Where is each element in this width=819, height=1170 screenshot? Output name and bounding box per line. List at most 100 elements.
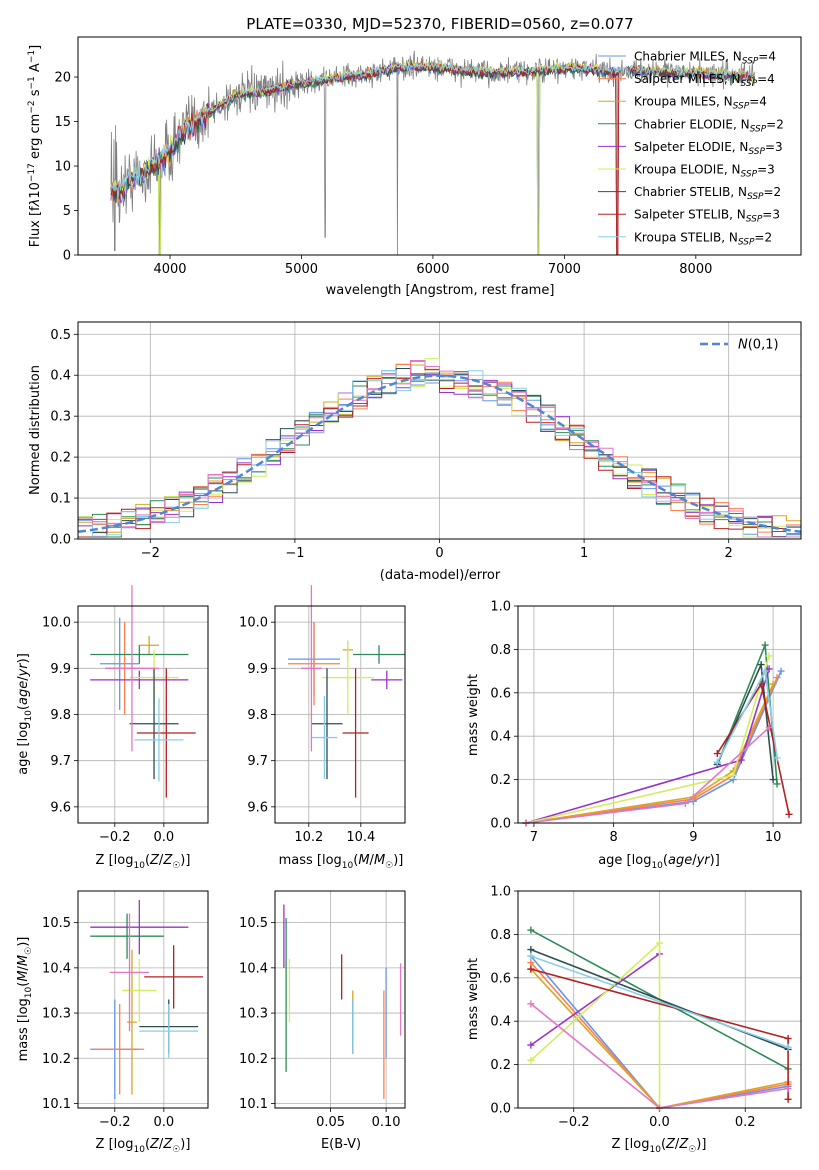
weightZ-point-marker (656, 939, 663, 947)
ageZ-axes: −0.2 0.0 9.6 9.7 9.8 9.9 10.0 (42, 606, 208, 845)
spectrum-ytick-label: 15 (54, 115, 71, 130)
weightZ-frame (517, 890, 802, 1109)
spectrum-xtick-label: 4000 (153, 262, 186, 277)
ageZ-ytick-label: 9.8 (50, 708, 71, 723)
weightAge-series-line (716, 682, 790, 815)
spectrum-axes: 4000 5000 6000 7000 8000 0 5 10 15 20 (54, 71, 712, 277)
weightAge-point-marker (713, 750, 721, 758)
residuals-ylabel: Normed distribution (28, 365, 43, 495)
weightZ-point-marker (784, 1084, 792, 1092)
weightZ-ytick-label: 0.8 (490, 928, 511, 943)
massZ-xlabel: Z [log10(Z/Z☉)] (96, 1137, 191, 1155)
massZ-axes: −0.2 0.0 10.1 10.2 10.3 10.4 10.5 (42, 891, 208, 1130)
weightAge-xtick-label: 7 (530, 830, 538, 845)
weightAge-point-marker (769, 680, 777, 688)
residuals-xtick-label: −2 (141, 546, 160, 561)
weightZ-series-line (530, 955, 789, 1048)
ageMass-ytick-label: 9.6 (247, 800, 268, 815)
weightZ-xtick-label: 0.0 (649, 1115, 670, 1130)
spectrum-legend: Chabrier MILES, NSSP=4 Salpeter MILES, NS… (598, 50, 784, 247)
weightAge-xtick-label: 9 (689, 830, 697, 845)
spectrum-ytick-label: 5 (63, 204, 71, 219)
legend-label: Salpeter ELODIE, NSSP=3 (634, 140, 783, 157)
weightZ-point-marker (784, 1043, 792, 1051)
residuals-ytick-label: 0.0 (50, 533, 71, 548)
spectrum-ytick-label: 10 (54, 160, 71, 175)
ageZ-xtick-label: −0.2 (99, 830, 131, 845)
ageMass-axes: 10.2 10.4 9.6 9.7 9.8 9.9 10.0 (239, 606, 405, 845)
weightAge-series-line (525, 655, 770, 824)
weightZ-xlabel: Z [log10(Z/Z☉)] (612, 1137, 707, 1155)
weightZ-point-marker (527, 1000, 535, 1008)
massEbv-xlabel: E(B-V) (321, 1137, 361, 1152)
massZ-ylabel: mass [log10(M/M☉)] (16, 937, 34, 1062)
spectrum-frame (77, 36, 802, 256)
ageZ-xtick-label: 0.0 (154, 830, 175, 845)
weightAge-point-marker (757, 661, 765, 669)
weightAge-point-marker (773, 754, 781, 762)
weightZ-point-marker (527, 1056, 535, 1064)
ageMass-xtick-label: 10.4 (346, 830, 375, 845)
weightAge-ytick-label: 1.0 (490, 600, 511, 615)
weightZ-ytick-label: 0.2 (490, 1058, 511, 1073)
weightZ-point-marker (784, 1095, 792, 1103)
legend-label: Chabrier STELIB, NSSP=2 (634, 185, 781, 202)
residuals-frame (77, 321, 802, 540)
weightAge-ytick-label: 0.8 (490, 643, 511, 658)
ageZ-frame (77, 605, 209, 824)
massEbv-ytick-label: 10.1 (239, 1097, 268, 1112)
spectrum-title: PLATE=0330, MJD=52370, FIBERID=0560, z=0… (246, 15, 633, 33)
spectrum-ylabel: Flux [fλ10−17 erg cm−2 s−1 A−1] (27, 45, 43, 247)
weightZ-point-marker (784, 1035, 792, 1043)
ageMass-ytick-label: 9.9 (247, 662, 268, 677)
weightZ-series-line (530, 953, 660, 1046)
legend-label: Chabrier MILES, NSSP=4 (634, 50, 776, 67)
weightAge-point-marker (769, 776, 777, 784)
weightAge-ytick-label: 0.6 (490, 686, 511, 701)
massZ-ytick-label: 10.1 (42, 1097, 71, 1112)
residuals-xtick-label: 0 (435, 546, 443, 561)
massZ-ytick-label: 10.2 (42, 1052, 71, 1067)
legend-label: Kroupa STELIB, NSSP=2 (634, 230, 772, 247)
legend-label: Chabrier ELODIE, NSSP=2 (634, 117, 784, 134)
weightAge-series-line (525, 683, 774, 824)
weightAge-ytick-label: 0.2 (490, 773, 511, 788)
weightZ-point-marker (527, 926, 535, 934)
residuals-ytick-label: 0.4 (50, 369, 71, 384)
massZ-ytick-label: 10.3 (42, 1007, 71, 1022)
massZ-xtick-label: −0.2 (99, 1115, 131, 1130)
massEbv-ytick-label: 10.3 (239, 1007, 268, 1022)
weightAge-point-marker (737, 756, 745, 764)
massZ-xtick-label: 0.0 (154, 1115, 175, 1130)
weightZ-ytick-label: 0.6 (490, 971, 511, 986)
spectrum-xtick-label: 8000 (679, 262, 712, 277)
massEbv-axes: 0.05 0.10 10.1 10.2 10.3 10.4 10.5 (239, 891, 405, 1130)
residuals-xlabel: (data-model)/error (380, 568, 501, 583)
massEbv-xtick-label: 0.10 (372, 1115, 401, 1130)
residuals-ytick-label: 0.1 (50, 492, 71, 507)
massZ-ytick-label: 10.5 (42, 916, 71, 931)
ageZ-xlabel: Z [log10(Z/Z☉)] (96, 853, 191, 871)
weightAge-series-line (525, 670, 782, 824)
weightZ-point-marker (527, 952, 535, 960)
spectrum-model-line (110, 62, 755, 256)
weightAge-ytick-label: 0.4 (490, 730, 511, 745)
weightAge-point-marker (773, 780, 781, 788)
weightAge-ytick-label: 0.0 (490, 817, 511, 832)
weightAge-point-marker (765, 724, 773, 732)
ageMass-ytick-label: 10.0 (239, 616, 268, 631)
spectrum-model-line (110, 62, 755, 256)
weightAge-axes: 7 8 9 10 0.0 0.2 0.4 0.6 0.8 1.0 (490, 600, 801, 845)
legend-label: Kroupa ELODIE, NSSP=3 (634, 163, 775, 180)
residuals-xtick-label: 2 (725, 546, 733, 561)
weightAge-xtick-label: 8 (610, 830, 618, 845)
spectrum-ytick-label: 0 (63, 249, 71, 264)
massZ-frame (77, 890, 209, 1109)
massEbv-ytick-label: 10.5 (239, 916, 268, 931)
ageZ-ylabel: age [log10(age/yr)] (16, 653, 34, 775)
ageZ-ytick-label: 9.7 (50, 754, 71, 769)
ageMass-ytick-label: 9.7 (247, 754, 268, 769)
legend-label: Salpeter MILES, NSSP=4 (634, 72, 775, 89)
spectrum-xtick-label: 7000 (548, 262, 581, 277)
weightAge-point-marker (761, 641, 769, 649)
